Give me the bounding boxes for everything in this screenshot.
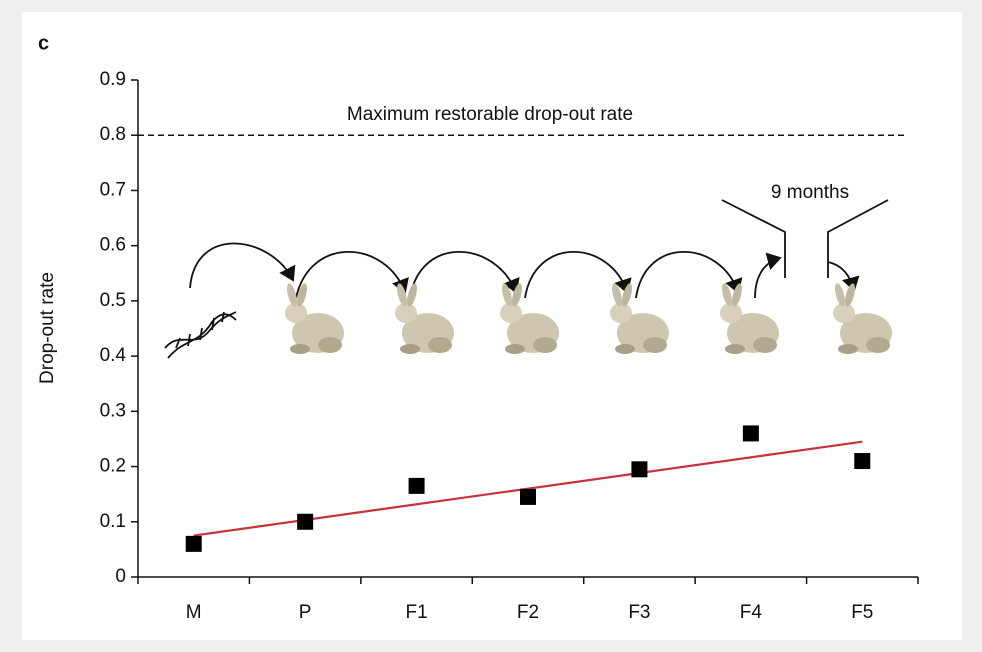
x-tick-label: M [186,602,202,623]
y-tick-label: 0.1 [100,511,126,532]
y-tick-label: 0.8 [100,124,126,145]
y-tick-label: 0.3 [100,400,126,421]
y-tick-label: 0.6 [100,235,126,256]
y-tick-label: 0 [115,566,126,587]
y-tick-label: 0.7 [100,179,126,200]
y-tick-label: 0.2 [100,456,126,477]
x-tick-label: F1 [405,602,427,623]
x-tick-label: F3 [628,602,650,623]
x-tick-label: P [299,602,312,623]
data-point [743,425,759,441]
data-point [186,536,202,552]
page: c Drop-out rate 9 months 0 0.1 0.2 0.3 0.4 0.… [0,0,982,652]
y-tick-label: 0.4 [100,345,127,366]
data-point [520,489,536,505]
data-point [854,453,870,469]
x-tick-label: F2 [517,602,539,623]
annotation: 9 months [771,182,849,203]
panel-label: c [38,32,49,54]
y-tick-label: 0.9 [100,69,126,90]
data-point [297,514,313,530]
chart: c Drop-out rate 9 months 0 0.1 0.2 0.3 0.4 0.… [0,0,982,652]
data-point [631,461,647,477]
y-axis-label: Drop-out rate [37,272,58,384]
data-point [409,478,425,494]
y-tick-label: 0.5 [100,290,126,311]
x-tick-label: F4 [740,602,763,623]
reference-label: Maximum restorable drop-out rate [347,104,633,125]
x-tick-label: F5 [851,602,873,623]
